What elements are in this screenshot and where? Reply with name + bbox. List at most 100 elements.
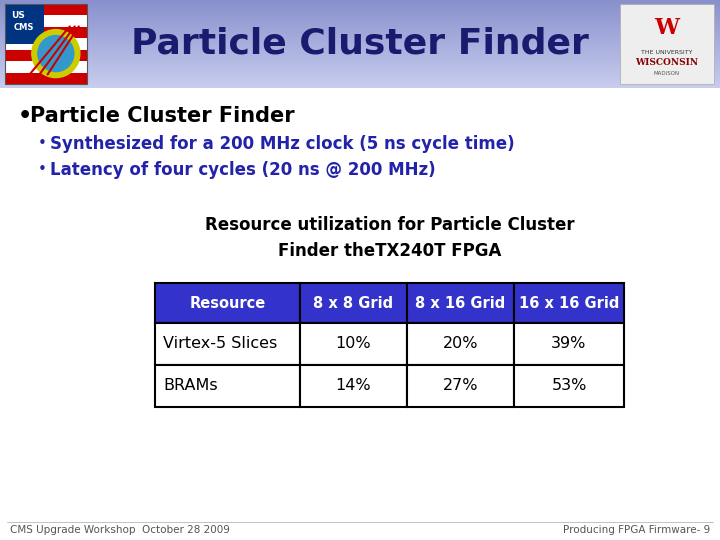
Text: Synthesized for a 200 MHz clock (5 ns cycle time): Synthesized for a 200 MHz clock (5 ns cy…: [50, 135, 515, 153]
Bar: [0, 5, 720, 6]
Bar: [0, 21, 720, 22]
Bar: [0, 41, 720, 42]
Bar: [407, 365, 514, 407]
Bar: [0, 20, 720, 21]
Bar: [5, 72, 87, 84]
Bar: [0, 62, 720, 63]
Bar: [155, 323, 300, 365]
Text: •: •: [38, 137, 47, 152]
Bar: [0, 54, 720, 55]
Bar: [0, 2, 720, 3]
Bar: [0, 85, 720, 86]
Bar: [0, 46, 720, 47]
Bar: [0, 82, 720, 83]
Bar: [0, 61, 720, 62]
Bar: [0, 80, 720, 81]
Bar: [0, 16, 720, 17]
Bar: [0, 55, 720, 56]
Bar: [0, 84, 720, 85]
Bar: [5, 4, 87, 84]
Text: Resource: Resource: [189, 295, 266, 310]
Text: 16 x 16 Grid: 16 x 16 Grid: [519, 295, 619, 310]
Bar: [0, 3, 720, 4]
Text: CMS Upgrade Workshop  October 28 2009: CMS Upgrade Workshop October 28 2009: [10, 525, 230, 535]
Bar: [514, 283, 624, 323]
Bar: [0, 1, 720, 2]
Bar: [0, 69, 720, 70]
Bar: [0, 81, 720, 82]
Bar: [5, 50, 87, 61]
Bar: [5, 4, 43, 44]
Text: 39%: 39%: [552, 336, 587, 352]
Bar: [0, 8, 720, 9]
Text: 8 x 16 Grid: 8 x 16 Grid: [415, 295, 505, 310]
Text: WISCONSIN: WISCONSIN: [636, 58, 698, 67]
Text: THE UNIVERSITY: THE UNIVERSITY: [642, 50, 693, 55]
Text: US: US: [12, 11, 25, 19]
Bar: [0, 86, 720, 87]
Bar: [5, 61, 87, 72]
Bar: [0, 75, 720, 76]
Bar: [0, 79, 720, 80]
Bar: [0, 58, 720, 59]
Bar: [0, 70, 720, 71]
Bar: [0, 29, 720, 30]
Bar: [0, 15, 720, 16]
Bar: [0, 44, 720, 45]
Bar: [0, 83, 720, 84]
Bar: [514, 323, 624, 365]
Bar: [0, 0, 720, 1]
Text: 53%: 53%: [552, 379, 587, 394]
Bar: [0, 33, 720, 34]
Bar: [0, 71, 720, 72]
Text: Particle Cluster Finder: Particle Cluster Finder: [30, 106, 294, 126]
Bar: [0, 67, 720, 68]
Bar: [0, 10, 720, 11]
Bar: [5, 27, 87, 38]
Bar: [0, 26, 720, 27]
Bar: [0, 9, 720, 10]
Bar: [0, 68, 720, 69]
Bar: [0, 30, 720, 31]
Bar: [0, 48, 720, 49]
Text: 27%: 27%: [443, 379, 478, 394]
Bar: [0, 53, 720, 54]
Bar: [0, 63, 720, 64]
Bar: [0, 4, 720, 5]
Bar: [514, 365, 624, 407]
Bar: [0, 56, 720, 57]
Bar: [0, 51, 720, 52]
Bar: [0, 60, 720, 61]
Bar: [300, 365, 407, 407]
Bar: [0, 38, 720, 39]
Bar: [5, 38, 87, 50]
Bar: [0, 57, 720, 58]
Bar: [5, 16, 87, 27]
Bar: [0, 6, 720, 7]
Bar: [0, 32, 720, 33]
Bar: [0, 39, 720, 40]
Text: 20%: 20%: [443, 336, 478, 352]
Bar: [0, 74, 720, 75]
Bar: [0, 14, 720, 15]
Bar: [620, 4, 714, 84]
Bar: [0, 52, 720, 53]
Bar: [155, 365, 300, 407]
Bar: [407, 323, 514, 365]
Bar: [0, 17, 720, 18]
Bar: [0, 23, 720, 24]
Bar: [0, 35, 720, 36]
Bar: [0, 24, 720, 25]
Text: BRAMs: BRAMs: [163, 379, 217, 394]
Bar: [300, 323, 407, 365]
Bar: [0, 12, 720, 13]
Text: CMS: CMS: [14, 24, 35, 32]
Bar: [155, 283, 300, 323]
Bar: [0, 50, 720, 51]
Circle shape: [32, 30, 80, 78]
Circle shape: [38, 36, 74, 72]
Text: Virtex-5 Slices: Virtex-5 Slices: [163, 336, 277, 352]
Bar: [0, 40, 720, 41]
Bar: [0, 19, 720, 20]
Bar: [300, 283, 407, 323]
